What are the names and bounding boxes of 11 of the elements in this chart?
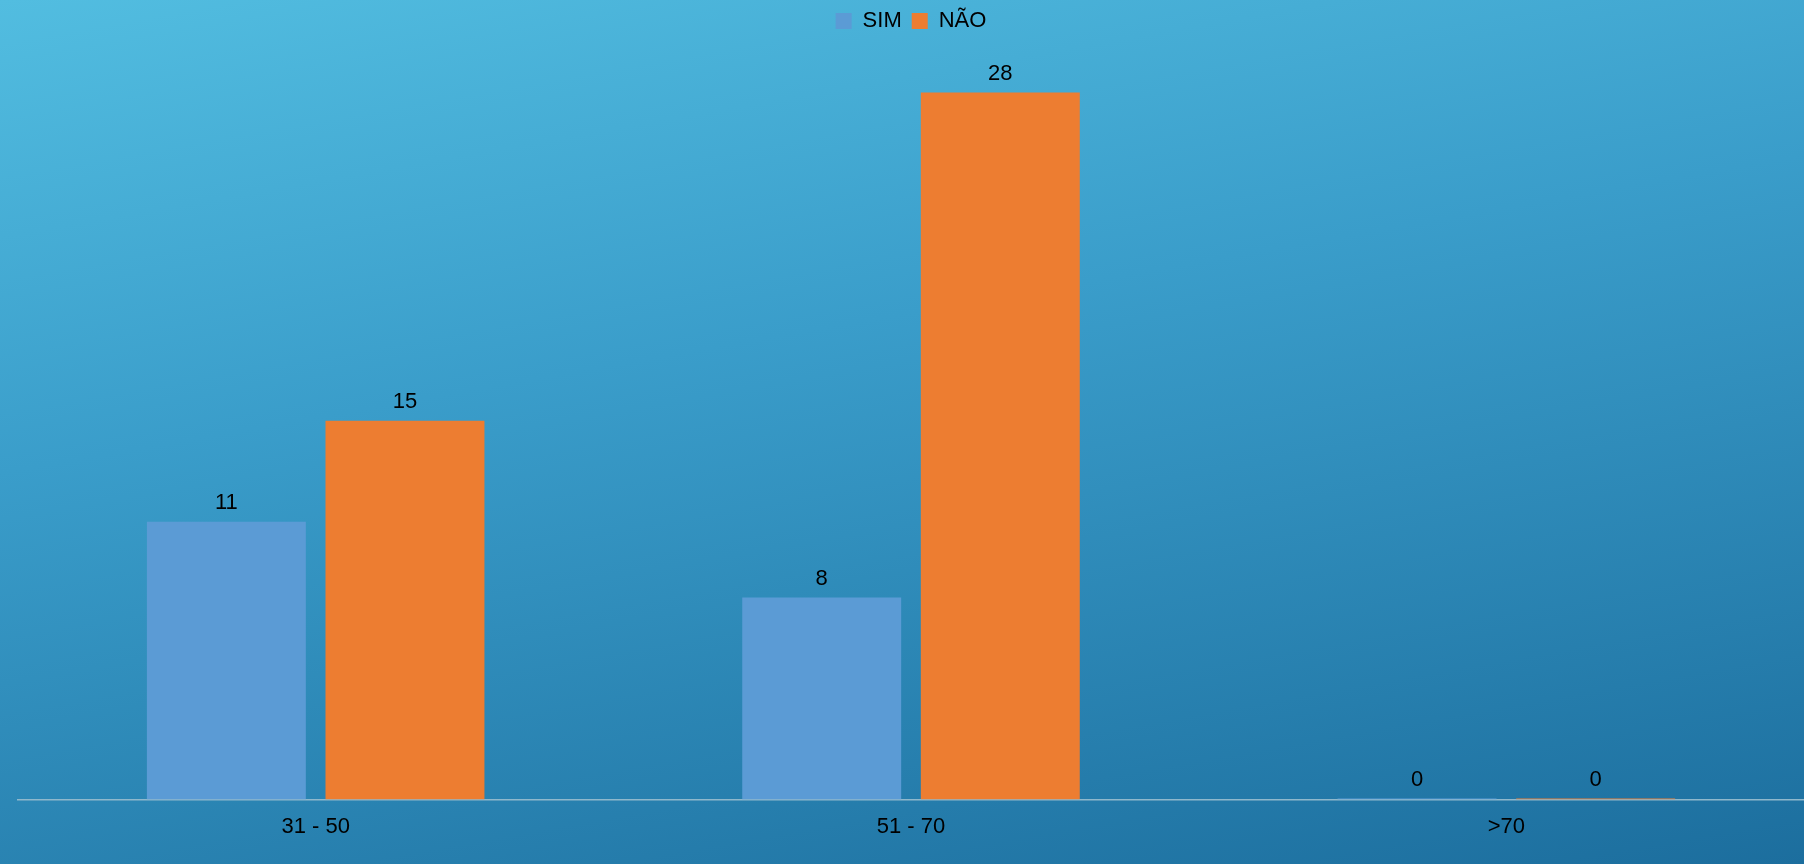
legend-label: SIM <box>862 7 902 33</box>
data-label: 28 <box>988 59 1013 85</box>
data-label: 15 <box>392 387 418 413</box>
x-tick-label: 31 - 50 <box>281 812 350 838</box>
x-tick-label: 51 - 70 <box>876 812 946 838</box>
legend-label: NÃO <box>938 7 987 33</box>
data-label: 0 <box>1589 765 1602 791</box>
x-tick-label: >70 <box>1487 812 1525 838</box>
data-label: 11 <box>214 488 238 514</box>
data-label: 0 <box>1410 765 1424 791</box>
data-label: 8 <box>815 564 828 590</box>
